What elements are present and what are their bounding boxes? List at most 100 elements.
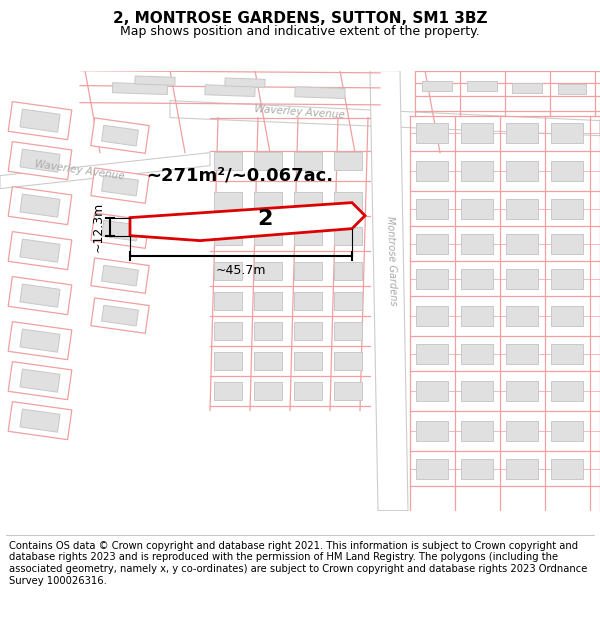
Polygon shape [461, 122, 493, 142]
Polygon shape [294, 262, 322, 279]
Polygon shape [551, 381, 583, 401]
Text: Map shows position and indicative extent of the property.: Map shows position and indicative extent… [120, 25, 480, 38]
Polygon shape [551, 459, 583, 479]
Polygon shape [461, 381, 493, 401]
Polygon shape [294, 292, 322, 309]
Text: ~45.7m: ~45.7m [216, 264, 266, 277]
Polygon shape [91, 118, 149, 153]
Polygon shape [214, 292, 242, 309]
Polygon shape [416, 122, 448, 142]
Polygon shape [416, 161, 448, 181]
Polygon shape [506, 459, 538, 479]
Polygon shape [512, 82, 542, 92]
Polygon shape [461, 421, 493, 441]
Polygon shape [506, 234, 538, 254]
Polygon shape [294, 227, 322, 244]
Polygon shape [20, 329, 60, 352]
Polygon shape [101, 265, 139, 286]
Polygon shape [0, 152, 210, 189]
Polygon shape [551, 269, 583, 289]
Polygon shape [506, 199, 538, 219]
Polygon shape [170, 101, 600, 136]
Polygon shape [294, 192, 322, 209]
Polygon shape [8, 142, 72, 179]
Polygon shape [254, 292, 282, 309]
Polygon shape [225, 78, 265, 88]
Polygon shape [8, 102, 72, 139]
Polygon shape [551, 421, 583, 441]
Polygon shape [461, 306, 493, 326]
Polygon shape [20, 194, 60, 217]
Polygon shape [130, 202, 365, 241]
Text: Waverley Avenue: Waverley Avenue [34, 159, 125, 182]
Polygon shape [506, 306, 538, 326]
Polygon shape [91, 298, 149, 333]
Polygon shape [20, 409, 60, 432]
Polygon shape [370, 71, 408, 511]
Polygon shape [20, 239, 60, 262]
Polygon shape [20, 109, 60, 132]
Polygon shape [506, 122, 538, 142]
Polygon shape [551, 306, 583, 326]
Polygon shape [461, 344, 493, 364]
Polygon shape [551, 344, 583, 364]
Polygon shape [467, 81, 497, 91]
Polygon shape [214, 352, 242, 369]
Polygon shape [334, 352, 362, 369]
Polygon shape [551, 122, 583, 142]
Polygon shape [334, 227, 362, 244]
Polygon shape [214, 192, 242, 209]
Polygon shape [214, 262, 242, 279]
Polygon shape [8, 232, 72, 269]
Polygon shape [416, 269, 448, 289]
Polygon shape [254, 152, 282, 169]
Polygon shape [101, 175, 139, 196]
Polygon shape [205, 85, 255, 96]
Polygon shape [416, 421, 448, 441]
Text: 2, MONTROSE GARDENS, SUTTON, SM1 3BZ: 2, MONTROSE GARDENS, SUTTON, SM1 3BZ [113, 11, 487, 26]
Polygon shape [254, 322, 282, 339]
Polygon shape [254, 192, 282, 209]
Polygon shape [214, 322, 242, 339]
Polygon shape [294, 322, 322, 339]
Polygon shape [416, 344, 448, 364]
Polygon shape [20, 149, 60, 172]
Polygon shape [461, 234, 493, 254]
Polygon shape [551, 234, 583, 254]
Polygon shape [112, 82, 167, 94]
Polygon shape [91, 168, 149, 203]
Polygon shape [294, 152, 322, 169]
Polygon shape [101, 125, 139, 146]
Polygon shape [334, 152, 362, 169]
Polygon shape [461, 161, 493, 181]
Polygon shape [8, 362, 72, 399]
Polygon shape [461, 199, 493, 219]
Polygon shape [101, 305, 139, 326]
Polygon shape [461, 269, 493, 289]
Polygon shape [416, 306, 448, 326]
Polygon shape [506, 344, 538, 364]
Polygon shape [8, 402, 72, 439]
Polygon shape [461, 459, 493, 479]
Polygon shape [294, 352, 322, 369]
Polygon shape [8, 322, 72, 359]
Polygon shape [416, 381, 448, 401]
Polygon shape [101, 220, 139, 241]
Polygon shape [214, 227, 242, 244]
Polygon shape [254, 262, 282, 279]
Polygon shape [334, 292, 362, 309]
Polygon shape [214, 382, 242, 399]
Text: ~271m²/~0.067ac.: ~271m²/~0.067ac. [146, 167, 334, 184]
Text: 2: 2 [257, 209, 272, 229]
Polygon shape [334, 192, 362, 209]
Polygon shape [91, 258, 149, 293]
Polygon shape [551, 199, 583, 219]
Text: ~12.3m: ~12.3m [92, 201, 105, 252]
Polygon shape [135, 76, 175, 86]
Polygon shape [506, 381, 538, 401]
Polygon shape [334, 262, 362, 279]
Polygon shape [8, 277, 72, 314]
Polygon shape [551, 161, 583, 181]
Polygon shape [416, 234, 448, 254]
Polygon shape [506, 161, 538, 181]
